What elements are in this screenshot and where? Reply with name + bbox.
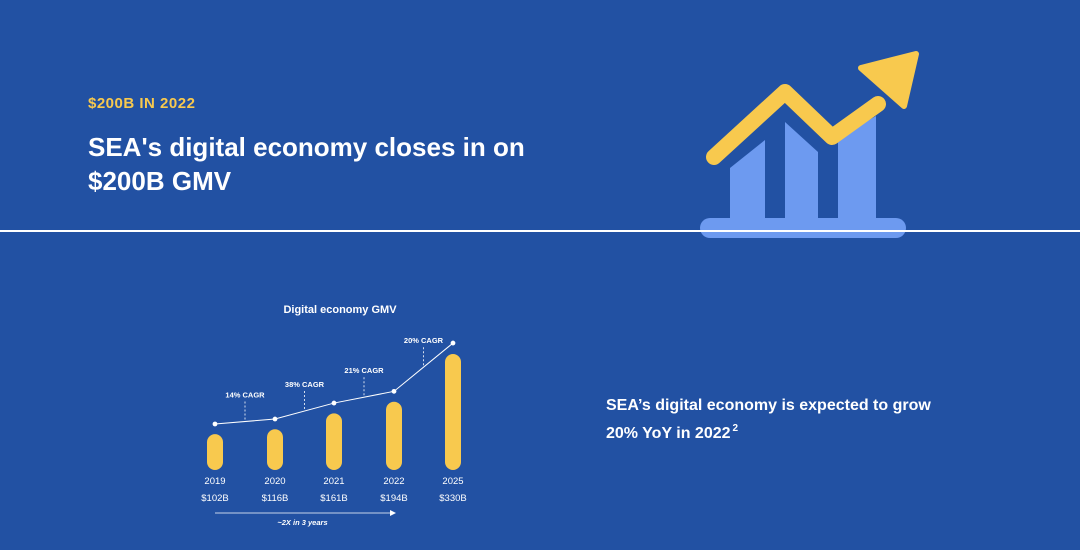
data-label-2020: $116B <box>262 493 289 504</box>
cagr-label-1: 14% CAGR <box>225 391 265 400</box>
footnote-marker: 2 <box>732 423 739 434</box>
growth-chart-arrow-icon <box>700 51 919 238</box>
tick-label-2021: 2021 <box>323 476 344 487</box>
span-annotation: ~2X in 3 years <box>277 518 327 527</box>
chart-title: Digital economy GMV <box>283 304 397 316</box>
tick-label-2019: 2019 <box>204 476 225 487</box>
cagr-label-2: 38% CAGR <box>285 380 325 389</box>
cagr-label-3: 21% CAGR <box>344 366 384 375</box>
data-label-2025: $330B <box>439 493 466 504</box>
bar-2021 <box>326 413 342 470</box>
trend-point-2022 <box>391 388 397 394</box>
tick-label-2022: 2022 <box>383 476 404 487</box>
trend-point-2025 <box>450 340 456 346</box>
trend-point-2020 <box>272 416 278 422</box>
data-label-2019: $102B <box>201 493 228 504</box>
growth-statement: SEA’s digital economy is expected to gro… <box>606 394 936 445</box>
span-arrow-head <box>390 510 396 516</box>
bar-2022 <box>386 401 402 470</box>
page-title: SEA's digital economy closes in on $200B… <box>88 132 525 196</box>
trend-point-2021 <box>331 400 337 406</box>
trend-point-2019 <box>212 421 218 427</box>
bar-2020 <box>267 429 283 470</box>
tick-label-2025: 2025 <box>442 476 463 487</box>
gmv-chart: 14% CAGR 38% CAGR 21% CAGR 20% CAGR 2019 $102… <box>201 336 466 527</box>
eyebrow-label: $200B IN 2022 <box>88 95 196 112</box>
data-label-2021: $161B <box>320 493 347 504</box>
tick-label-2020: 2020 <box>264 476 285 487</box>
cagr-label-4: 20% CAGR <box>404 336 444 345</box>
trend-line <box>214 342 454 425</box>
data-label-2022: $194B <box>380 493 407 504</box>
growth-statement-text: SEA’s digital economy is expected to gro… <box>606 397 931 442</box>
bar-2019 <box>207 434 223 470</box>
section-divider <box>0 230 1080 232</box>
bar-2025 <box>445 354 461 470</box>
